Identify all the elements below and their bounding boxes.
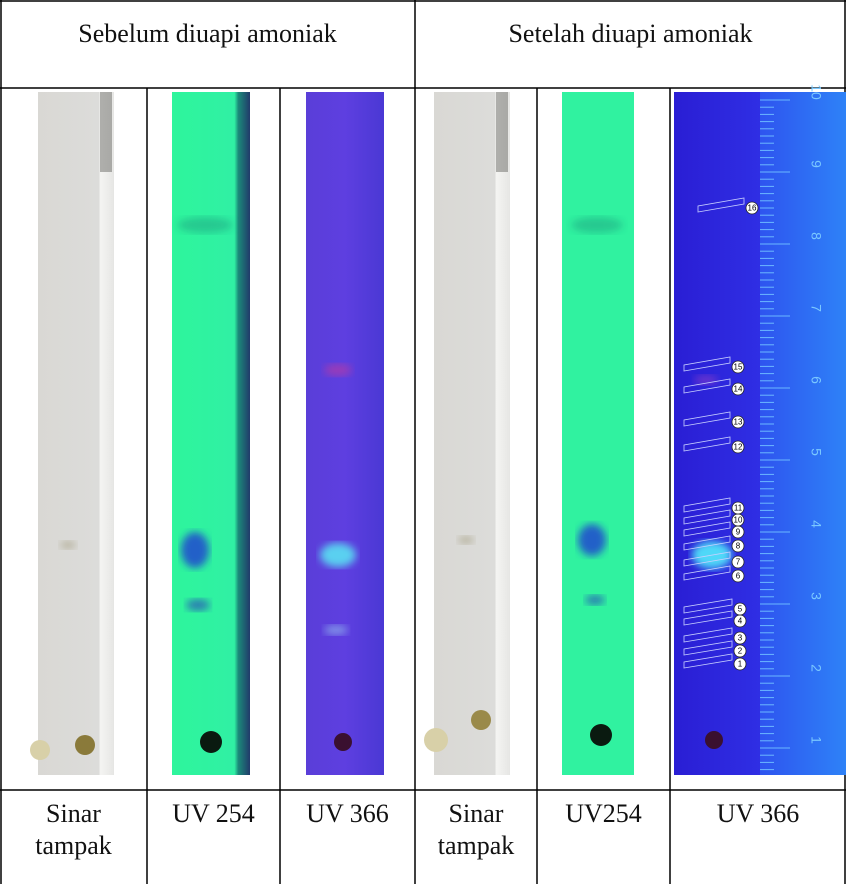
spot-outline bbox=[697, 197, 745, 213]
ruler-label: 9 bbox=[808, 160, 824, 168]
spot-outline bbox=[683, 356, 731, 372]
spot-marker bbox=[731, 569, 745, 583]
spot-marker bbox=[731, 415, 745, 429]
column-label: UV254 bbox=[565, 799, 642, 828]
spot-marker bbox=[731, 440, 745, 454]
spot-outline bbox=[683, 509, 731, 525]
spot-marker bbox=[731, 539, 745, 553]
ruler-label: 8 bbox=[808, 232, 824, 240]
spot-outline bbox=[683, 653, 733, 669]
spot-marker bbox=[731, 555, 745, 569]
spot-marker bbox=[733, 644, 747, 658]
plate-visible-before bbox=[30, 92, 114, 775]
column-label: UV 366 bbox=[306, 799, 389, 828]
spot-label: 11 bbox=[734, 504, 743, 513]
ruler-label: 10 bbox=[808, 84, 824, 100]
spot-outline bbox=[683, 411, 731, 427]
spot-outline bbox=[683, 551, 731, 567]
column-label: Sinar tampak bbox=[437, 799, 515, 860]
spot-outline bbox=[683, 521, 731, 537]
spot-label: 4 bbox=[738, 617, 743, 626]
ruler-label: 3 bbox=[808, 592, 824, 600]
ruler-label: 5 bbox=[808, 448, 824, 456]
plate-visible-after bbox=[424, 92, 510, 775]
spot-label: 8 bbox=[736, 542, 741, 551]
spot-outline bbox=[683, 535, 731, 551]
spot-marker bbox=[733, 631, 747, 645]
ruler-label: 7 bbox=[808, 304, 824, 312]
header-left: Sebelum diuapi amoniak bbox=[78, 19, 337, 48]
spot-label: 16 bbox=[748, 204, 757, 213]
ruler-label: 6 bbox=[808, 376, 824, 384]
spot-outline bbox=[683, 565, 731, 581]
spot-label: 7 bbox=[736, 558, 741, 567]
plate-uv254-after bbox=[562, 92, 634, 775]
ruler-label: 1 bbox=[808, 736, 824, 744]
spot-outline bbox=[683, 378, 731, 394]
spot-label: 15 bbox=[734, 363, 743, 372]
spot-label: 13 bbox=[734, 418, 743, 427]
spot-label: 6 bbox=[736, 572, 741, 581]
spot-outline bbox=[683, 497, 731, 513]
spot-outline bbox=[683, 598, 733, 614]
spot-marker bbox=[745, 201, 759, 215]
spot-marker bbox=[731, 501, 745, 515]
spot-outline bbox=[683, 610, 733, 626]
column-label: UV 366 bbox=[716, 799, 800, 828]
spot-label: 14 bbox=[734, 385, 743, 394]
spot-label: 12 bbox=[734, 443, 743, 452]
spot-marker bbox=[733, 657, 747, 671]
spot-marker bbox=[733, 602, 747, 616]
spot-label: 1 bbox=[738, 660, 743, 669]
spot-outline bbox=[683, 640, 733, 656]
plate-uv254-before bbox=[172, 92, 250, 775]
plate-uv366-before bbox=[306, 92, 384, 775]
header-right: Setelah diuapi amoniak bbox=[508, 19, 753, 48]
ruler-label: 4 bbox=[808, 520, 824, 528]
spot-label: 9 bbox=[736, 528, 741, 537]
spot-label: 2 bbox=[738, 647, 743, 656]
spot-marker bbox=[731, 382, 745, 396]
spot-label: 10 bbox=[734, 516, 743, 525]
spot-outline bbox=[683, 436, 731, 452]
spot-label: 3 bbox=[738, 634, 743, 643]
column-label: Sinar tampak bbox=[35, 799, 112, 860]
column-label: UV 254 bbox=[172, 799, 255, 828]
spot-outline bbox=[683, 627, 733, 643]
spot-label: 5 bbox=[738, 605, 743, 614]
ruler-label: 2 bbox=[808, 664, 824, 672]
spot-marker bbox=[731, 360, 745, 374]
